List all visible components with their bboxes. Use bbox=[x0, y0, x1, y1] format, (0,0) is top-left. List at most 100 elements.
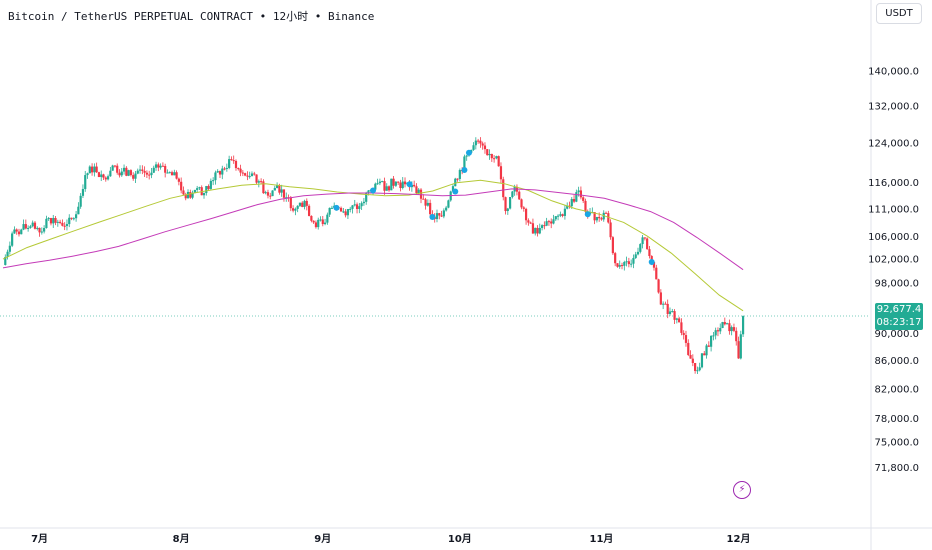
candle-body bbox=[415, 186, 418, 194]
candle-body bbox=[545, 221, 548, 226]
candle-body bbox=[72, 218, 75, 220]
candle-body bbox=[24, 224, 27, 229]
candle-body bbox=[577, 190, 580, 193]
candle-body bbox=[223, 168, 226, 170]
candle-body bbox=[419, 189, 423, 199]
candle-body bbox=[671, 311, 674, 313]
candle-body bbox=[454, 178, 457, 187]
candle-body bbox=[276, 185, 279, 188]
signal-marker bbox=[429, 213, 436, 220]
candle-body bbox=[593, 212, 596, 221]
candle-body bbox=[6, 251, 9, 258]
candle-body bbox=[307, 205, 311, 216]
candle-body bbox=[68, 217, 71, 225]
y-tick-label: 78,000.0 bbox=[874, 414, 919, 425]
candle-body bbox=[668, 311, 672, 314]
candle-body bbox=[310, 215, 313, 221]
candle-body bbox=[659, 292, 662, 305]
candle-body bbox=[127, 170, 130, 176]
x-tick-label: 10月 bbox=[448, 533, 472, 545]
signal-marker bbox=[648, 259, 655, 266]
candle-body bbox=[682, 332, 685, 336]
candle-body bbox=[387, 186, 391, 191]
candle-body bbox=[150, 172, 153, 176]
candle-body bbox=[278, 185, 281, 193]
signal-marker bbox=[370, 187, 377, 194]
x-tick-label: 9月 bbox=[314, 533, 331, 545]
candle-body bbox=[662, 303, 665, 305]
candle-body bbox=[250, 173, 254, 177]
candle-body bbox=[246, 175, 249, 177]
candle-body bbox=[502, 179, 505, 198]
candle-body bbox=[609, 222, 612, 238]
candle-body bbox=[474, 140, 477, 146]
candle-body bbox=[614, 253, 617, 264]
candle-body bbox=[666, 303, 669, 314]
candle-body bbox=[321, 219, 324, 225]
ma-fast-line bbox=[2, 179, 744, 312]
signal-marker bbox=[333, 204, 340, 211]
candle-body bbox=[424, 199, 427, 206]
candle-body bbox=[289, 197, 292, 209]
candle-body bbox=[534, 227, 537, 234]
candle-body bbox=[634, 254, 637, 258]
x-tick-label: 8月 bbox=[173, 533, 190, 545]
candle-body bbox=[63, 225, 66, 227]
candle-body bbox=[643, 237, 646, 239]
candle-body bbox=[488, 153, 491, 156]
candle-body bbox=[403, 181, 407, 185]
candle-body bbox=[326, 214, 329, 223]
candle-body bbox=[721, 322, 724, 329]
candle-body bbox=[303, 200, 306, 207]
candle-body bbox=[355, 204, 359, 210]
candle-body bbox=[550, 221, 553, 224]
candle-body bbox=[273, 187, 276, 191]
candle-body bbox=[664, 303, 667, 305]
candle-body bbox=[260, 181, 263, 183]
candle-body bbox=[13, 229, 16, 234]
y-tick-label: 116,000.0 bbox=[868, 178, 919, 189]
candle-body bbox=[234, 160, 238, 169]
candle-body bbox=[684, 335, 688, 343]
y-tick-label: 82,000.0 bbox=[874, 384, 919, 395]
candle-body bbox=[497, 156, 500, 167]
candle-body bbox=[17, 231, 21, 235]
candle-body bbox=[561, 214, 564, 216]
candle-body bbox=[106, 176, 110, 180]
candle-body bbox=[376, 183, 379, 185]
candle-body bbox=[447, 200, 450, 208]
candle-body bbox=[11, 233, 14, 246]
candle-body bbox=[385, 186, 388, 191]
candle-body bbox=[710, 335, 713, 347]
candle-body bbox=[486, 149, 489, 156]
candle-body bbox=[641, 237, 644, 245]
candle-body bbox=[735, 330, 738, 342]
candle-body bbox=[595, 216, 598, 221]
candle-body bbox=[207, 186, 210, 189]
symbol-title: Bitcoin / TetherUS PERPETUAL CONTRACT • … bbox=[8, 10, 375, 23]
candle-body bbox=[397, 181, 400, 183]
signal-marker bbox=[406, 181, 413, 188]
candle-body bbox=[678, 318, 681, 323]
candle-body bbox=[271, 190, 274, 197]
candle-body bbox=[568, 205, 571, 207]
candle-body bbox=[566, 205, 569, 209]
candle-body bbox=[214, 172, 217, 181]
currency-selector[interactable]: USDT bbox=[876, 3, 922, 24]
candle-body bbox=[646, 238, 649, 250]
candle-body bbox=[650, 256, 653, 263]
candle-body bbox=[504, 197, 507, 212]
candle-body bbox=[529, 222, 532, 224]
candle-body bbox=[184, 194, 187, 199]
candle-body bbox=[36, 227, 39, 229]
y-tick-label: 75,000.0 bbox=[874, 437, 919, 448]
candle-body bbox=[456, 178, 459, 180]
candle-body bbox=[264, 192, 267, 194]
candle-body bbox=[269, 195, 272, 197]
bolt-icon[interactable]: ⚡ bbox=[733, 481, 751, 499]
candle-body bbox=[353, 204, 356, 206]
candle-body bbox=[97, 172, 101, 178]
candle-body bbox=[694, 362, 697, 371]
candle-body bbox=[317, 219, 320, 228]
